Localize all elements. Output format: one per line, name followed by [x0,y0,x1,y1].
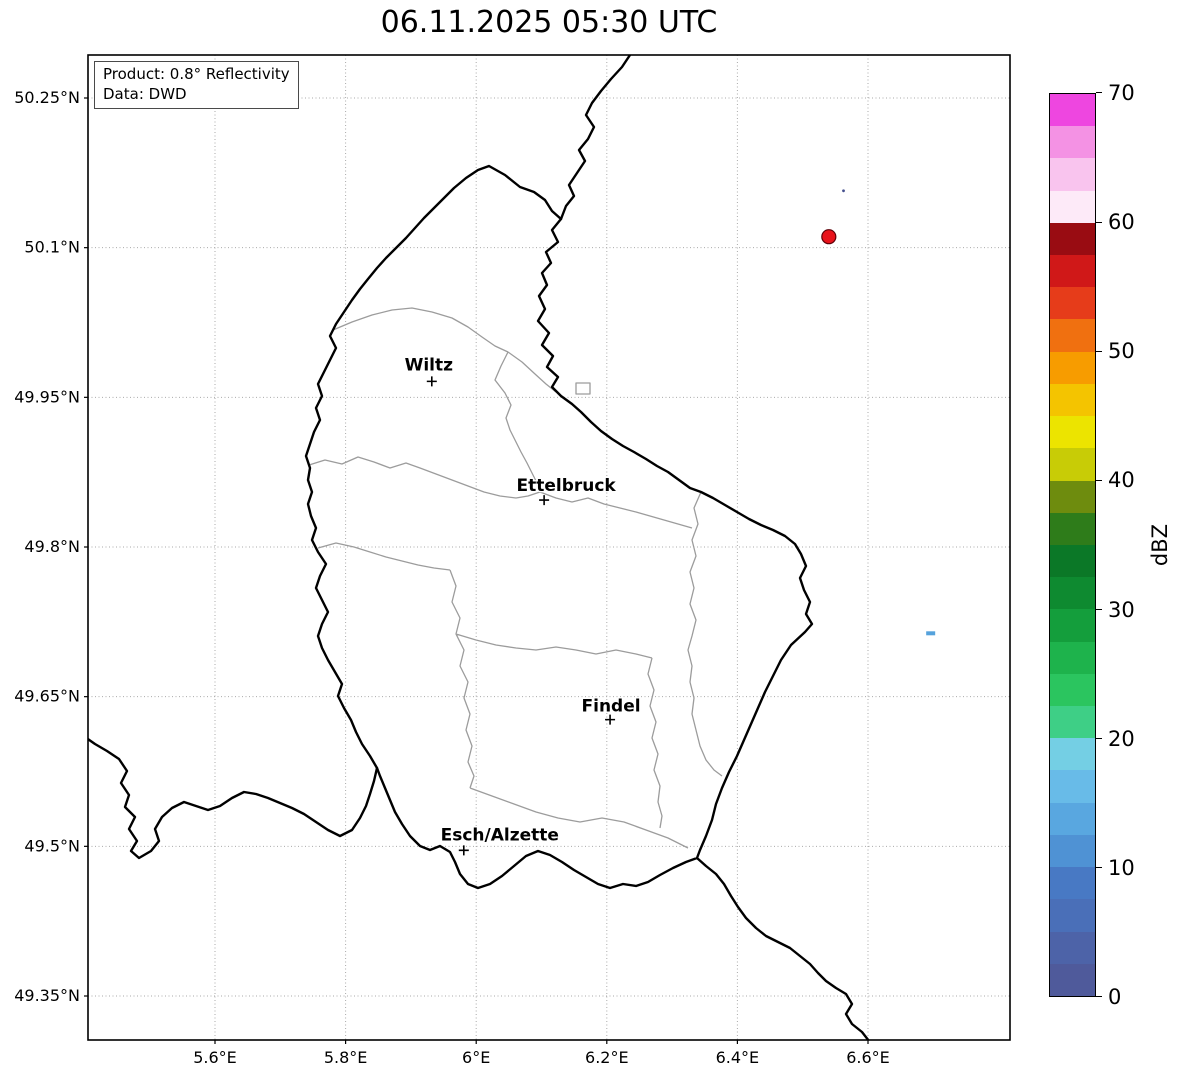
figure-title: 06.11.2025 05:30 UTC [380,5,718,40]
colorbar-tickmark [1096,608,1102,610]
colorbar-tick-area: 0 10 20 30 40 50 60 70 [1096,81,1180,1009]
colorbar-tick-label: 20 [1108,726,1135,751]
plot-background [88,55,1010,1040]
colorbar-segment [1050,319,1095,352]
lat-tick-label: 49.95°N [14,387,80,406]
colorbar-segment [1050,512,1095,545]
colorbar-segment [1050,738,1095,771]
city-marker [426,376,437,387]
colorbar-tick-label: 30 [1108,597,1135,622]
lon-tick-label: 5.6°E [193,1048,237,1067]
city-label: Findel [582,697,641,717]
city-marker [458,845,469,856]
colorbar-tick-label: 0 [1108,985,1122,1009]
colorbar-segment [1050,158,1095,191]
city-label: Ettelbruck [516,476,616,496]
lat-tick-label: 49.8°N [24,537,80,556]
lon-tick-label: 6°E [462,1048,490,1067]
colorbar-segment [1050,834,1095,868]
city-marker [539,495,550,506]
colorbar-segment [1050,480,1095,513]
lon-tick-label: 6.2°E [585,1048,629,1067]
map-layer: Wiltz Ettelbruck Findel Esch/Alzette [88,55,936,1040]
lat-tick-label: 49.35°N [14,986,80,1005]
border-germany-france [695,856,870,1040]
colorbar-segment [1050,963,1095,996]
colorbar-tickmark [1096,479,1102,481]
lat-tick-label: 49.5°N [24,836,80,855]
colorbar-tickmark [1096,221,1102,223]
colorbar-segment [1050,867,1095,900]
lat-tick-label: 50.1°N [24,238,80,257]
colorbar-tick-label: 50 [1108,339,1135,364]
colorbar-segment [1050,448,1095,481]
radar-echo [926,631,936,636]
colorbar [1049,93,1096,997]
colorbar-tickmark [1096,738,1102,740]
city-label: Wiltz [405,355,454,375]
district-borders [308,307,723,849]
colorbar-segment [1050,544,1095,578]
colorbar-segment [1050,254,1095,288]
radar-echo [842,189,845,193]
city-label: Esch/Alzette [441,825,559,845]
colorbar-segment [1050,673,1095,707]
colorbar-segment [1050,931,1095,964]
lat-tick-label: 50.25°N [14,88,80,107]
colorbar-segment [1050,416,1095,449]
colorbar-segment [1050,222,1095,255]
data-source-line: Data: DWD [103,85,187,103]
colorbar-segment [1050,770,1095,803]
product-line: Product: 0.8° Reflectivity [103,65,290,83]
border-france-belgium [88,737,379,860]
colorbar-unit-label: dBZ [1148,523,1172,567]
colorbar-segment [1050,899,1095,932]
colorbar-segment [1050,641,1095,674]
colorbar-segment [1050,577,1095,610]
colorbar-segment [1050,802,1095,835]
radar-echo-layer [821,189,936,636]
colorbar-segment [1050,93,1095,127]
lon-tick-label: 6.4°E [716,1048,760,1067]
axes-layer: 5.6°E 5.8°E 6°E 6.2°E 6.4°E 6.6°E 50.25°N 50.1°… [14,88,890,1067]
colorbar-segment [1050,287,1095,320]
colorbar-segments [1050,93,1095,996]
city-layer: Wiltz Ettelbruck Findel Esch/Alzette [403,354,642,856]
colorbar-tickmark [1096,92,1102,94]
luxembourg-border [304,164,814,890]
colorbar-tickmark [1096,867,1102,869]
city-marker [605,714,616,725]
border-belgium-germany [559,55,632,221]
colorbar-segment [1050,706,1095,739]
colorbar-segment [1050,190,1095,223]
colorbar-segment [1050,609,1095,642]
colorbar-segment [1050,383,1095,417]
colorbar-segment [1050,351,1095,384]
colorbar-segment [1050,126,1095,159]
colorbar-tick-label: 60 [1108,210,1135,235]
product-info-box: Product: 0.8° Reflectivity Data: DWD [94,61,299,109]
lon-tick-label: 6.6°E [846,1048,890,1067]
lat-tick-label: 49.65°N [14,687,80,706]
colorbar-tick-label: 70 [1108,81,1135,105]
colorbar-tickmark [1096,350,1102,352]
colorbar-tick-label: 10 [1108,855,1135,880]
colorbar-tick-label: 40 [1108,468,1135,493]
radar-echo [821,229,837,245]
lon-tick-label: 5.8°E [324,1048,368,1067]
colorbar-tickmark [1096,996,1102,998]
